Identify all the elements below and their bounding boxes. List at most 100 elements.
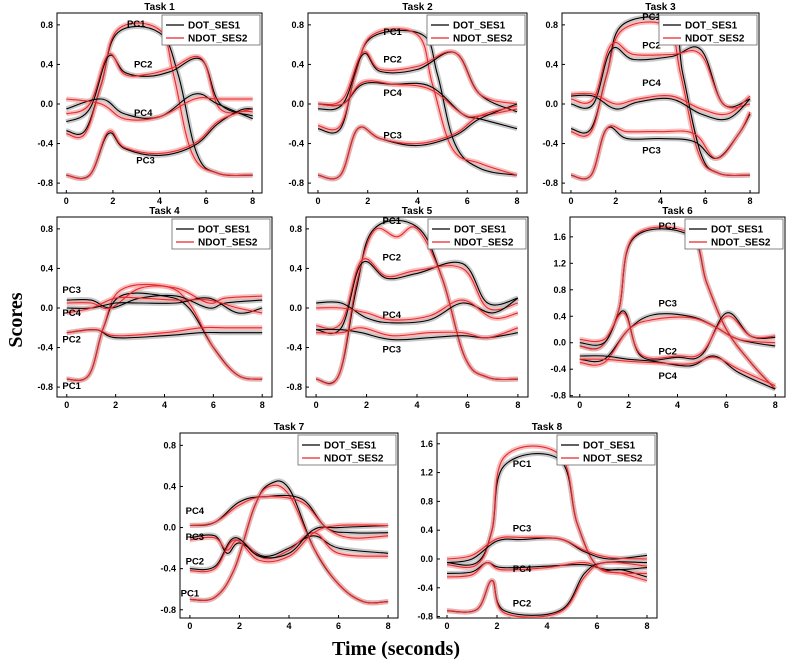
y-tick-label: -0.4 xyxy=(286,343,302,353)
x-tick-label: 8 xyxy=(515,196,520,206)
pc-label: PC2 xyxy=(642,41,660,52)
line-PC3-ndot-ses2 xyxy=(66,285,263,310)
y-tick-label: 0.8 xyxy=(291,20,304,30)
y-tick-label: 0.4 xyxy=(40,59,53,69)
x-tick-label: 2 xyxy=(365,196,370,206)
line-PC4-ndot-ses2 xyxy=(66,97,253,121)
y-tick-label: 0.0 xyxy=(163,523,176,533)
y-tick-label: 0.4 xyxy=(163,481,176,491)
curves-group xyxy=(317,26,519,182)
x-tick-label: 6 xyxy=(211,400,216,410)
x-tick-label: 2 xyxy=(613,196,618,206)
pc-label: PC3 xyxy=(186,532,204,543)
x-tick-label: 0 xyxy=(568,196,573,206)
pc-label: PC2 xyxy=(383,253,401,264)
legend-entry: NDOT_SES2 xyxy=(454,238,514,249)
x-tick-label: 4 xyxy=(286,621,291,631)
y-tick-label: -0.8 xyxy=(550,391,566,401)
y-tick-label: 0.0 xyxy=(420,554,433,564)
y-tick-label: -0.8 xyxy=(288,178,304,188)
x-tick-label: 0 xyxy=(314,400,319,410)
line-PC3-ndot-ses2 xyxy=(316,327,519,339)
y-tick-label: 0.0 xyxy=(40,303,53,313)
panel-title: Task 6 xyxy=(662,206,693,217)
x-tick-label: 4 xyxy=(544,621,549,631)
y-tick-label: -0.8 xyxy=(37,382,53,392)
pc-label: PC4 xyxy=(642,78,661,89)
pc-label: PC4 xyxy=(134,108,153,119)
panel-task-5: Task 5 -0.8 -0.4 0.0 0.4 0.8 0 2 4 6 8 PC1 PC2 PC4 PC3… xyxy=(286,206,529,410)
legend-box xyxy=(684,218,784,250)
legend-entry: NDOT_SES2 xyxy=(583,454,643,465)
y-tick-label: 0.8 xyxy=(420,496,433,506)
pc-label: PC1 xyxy=(642,12,661,23)
panel-title: Task 3 xyxy=(645,2,676,13)
legend-entry: NDOT_SES2 xyxy=(685,34,745,45)
y-tick-label: 0.8 xyxy=(40,20,53,30)
line-PC1-ndot-ses2 xyxy=(316,226,518,385)
y-tick-label: -0.8 xyxy=(542,178,558,188)
x-tick-label: 8 xyxy=(748,196,753,206)
y-tick-label: -0.4 xyxy=(37,139,53,149)
line-PC4-ndot-ses2 xyxy=(317,80,518,118)
y-tick-label: 0.4 xyxy=(420,525,433,535)
x-tick-label: 4 xyxy=(658,196,663,206)
curves-group xyxy=(66,281,263,383)
legend-entry: DOT_SES1 xyxy=(188,21,241,32)
pc-label: PC1 xyxy=(383,216,402,227)
pc-label: PC4 xyxy=(383,88,402,99)
line-PC2-dot-ses1 xyxy=(316,260,519,335)
x-tick-label: 8 xyxy=(515,400,520,410)
line-PC3-ndot-ses2 xyxy=(317,105,518,180)
legend-box xyxy=(556,434,656,466)
line-PC4-ndot-ses2 xyxy=(66,296,263,314)
line-PC2-ndot-ses2 xyxy=(316,258,519,330)
y-tick-label: 0.8 xyxy=(545,20,558,30)
x-tick-label: 6 xyxy=(724,400,729,410)
y-tick-label: 0.8 xyxy=(40,224,53,234)
y-tick-label: 0.0 xyxy=(289,303,302,313)
line-PC4-ndot-ses2 xyxy=(570,92,751,116)
x-tick-label: 2 xyxy=(364,400,369,410)
x-tick-label: 0 xyxy=(444,621,449,631)
line-PC2-dot-ses1 xyxy=(66,54,253,123)
y-tick-label: -0.4 xyxy=(288,139,304,149)
legend-box xyxy=(427,218,527,250)
x-tick-label: 4 xyxy=(675,400,680,410)
line-PC4-dot-ses1 xyxy=(570,94,751,121)
y-tick-label: 0.4 xyxy=(289,263,302,273)
legend-entry: DOT_SES1 xyxy=(711,225,764,236)
panel-title: Task 4 xyxy=(149,206,180,217)
curves-group xyxy=(315,217,520,387)
legend-entry: DOT_SES1 xyxy=(453,21,506,32)
x-tick-label: 4 xyxy=(415,196,420,206)
x-tick-label: 6 xyxy=(703,196,708,206)
pc-label: PC3 xyxy=(642,145,660,156)
x-tick-label: 0 xyxy=(577,400,582,410)
line-PC4-ndot-ses2 xyxy=(446,561,648,578)
panel-title: Task 5 xyxy=(402,206,433,217)
pc-label: PC4 xyxy=(658,371,677,382)
y-tick-label: 0.8 xyxy=(289,224,302,234)
x-tick-label: 0 xyxy=(64,400,69,410)
y-tick-label: 1.2 xyxy=(420,468,433,478)
y-tick-label: -0.4 xyxy=(37,343,53,353)
x-tick-label: 2 xyxy=(237,621,242,631)
pc-label: PC3 xyxy=(62,285,80,296)
legend-box xyxy=(161,14,261,46)
legend-entry: DOT_SES1 xyxy=(685,21,738,32)
line-PC3-ndot-ses2 xyxy=(189,532,389,560)
panel-task-4: Task 4 -0.8 -0.4 0.0 0.4 0.8 0 2 4 6 8 PC3 PC4 PC2 PC1… xyxy=(37,206,273,410)
panels-group: Task 1 -0.8 -0.4 0.0 0.4 0.8 0 2 4 6 8 PC1 PC2 PC4 PC3… xyxy=(37,2,786,631)
line-PC3-dot-ses1 xyxy=(446,537,648,564)
x-tick-label: 2 xyxy=(110,196,115,206)
panel-task-8: Task 8 -0.8 -0.4 0.0 0.4 0.8 1.2 1.6 0 2 4 6 8 PC1 PC3… xyxy=(417,422,658,631)
line-PC2-ndot-ses2 xyxy=(66,326,263,337)
curves-group xyxy=(446,443,648,618)
legend-entry: NDOT_SES2 xyxy=(188,34,248,45)
y-tick-label: 0.0 xyxy=(291,99,304,109)
y-axis-label: Scores xyxy=(5,292,27,347)
line-PC3-ndot-ses2 xyxy=(446,536,648,560)
pc-label: PC3 xyxy=(513,524,531,535)
